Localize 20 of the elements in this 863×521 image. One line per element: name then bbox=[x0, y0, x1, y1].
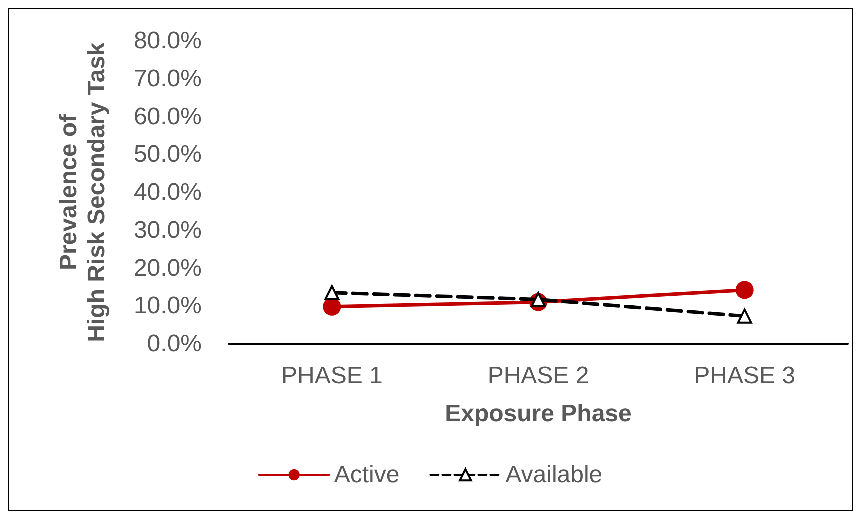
point bbox=[737, 308, 752, 324]
point bbox=[324, 285, 340, 300]
y-tick-label: 60.0% bbox=[134, 103, 202, 130]
y-tick-label: 10.0% bbox=[134, 292, 202, 320]
y-axis-title: Prevalence of High Risk Secondary Task bbox=[56, 42, 110, 342]
x-tick-label: PHASE 3 bbox=[694, 362, 796, 390]
y-tick-label: 80.0% bbox=[134, 28, 202, 54]
point bbox=[736, 281, 754, 300]
y-tick-label: 20.0% bbox=[134, 254, 202, 282]
y-tick-label: 40.0% bbox=[134, 179, 202, 206]
x-axis-title: Exposure Phase bbox=[445, 400, 632, 428]
y-tick-label: 30.0% bbox=[134, 216, 202, 244]
y-tick-label: 50.0% bbox=[134, 141, 202, 168]
y-tick-label: 70.0% bbox=[134, 65, 202, 92]
x-tick-label: PHASE 2 bbox=[488, 362, 590, 390]
point bbox=[531, 292, 546, 308]
x-tick-label: PHASE 1 bbox=[281, 362, 383, 390]
legend-label: Active bbox=[334, 462, 400, 488]
legend-label: Available bbox=[506, 462, 603, 488]
y-tick-label: 0.0% bbox=[147, 330, 202, 358]
